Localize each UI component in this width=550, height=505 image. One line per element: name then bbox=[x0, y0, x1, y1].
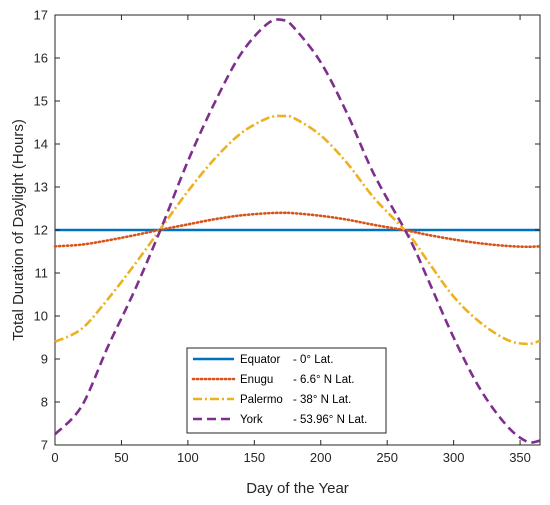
legend: Equator - 0° Lat. Enugu - 6.6° N Lat. Palerm… bbox=[186, 347, 387, 434]
legend-detail-york: - 53.96° N Lat. bbox=[293, 414, 367, 426]
series-line-palermo bbox=[54, 114, 541, 346]
y-tick-label: 12 bbox=[34, 223, 48, 238]
x-tick-label: 50 bbox=[114, 450, 128, 465]
legend-detail-enugu: - 6.6° N Lat. bbox=[293, 374, 355, 386]
y-tick-label: 17 bbox=[34, 8, 48, 23]
y-tick-label: 11 bbox=[35, 266, 49, 281]
legend-label-york: York bbox=[240, 414, 263, 426]
y-tick-label: 16 bbox=[34, 51, 48, 66]
legend-label-equator: Equator bbox=[240, 354, 280, 366]
x-tick-label: 200 bbox=[310, 450, 332, 465]
y-axis-label: Total Duration of Daylight (Hours) bbox=[10, 119, 27, 341]
x-tick-label: 150 bbox=[243, 450, 265, 465]
legend-label-enugu: Enugu bbox=[240, 374, 273, 386]
x-tick-label: 300 bbox=[443, 450, 465, 465]
x-tick-label: 100 bbox=[177, 450, 199, 465]
y-tick-label: 14 bbox=[34, 137, 48, 152]
x-tick-label: 350 bbox=[509, 450, 531, 465]
y-tick-label: 13 bbox=[34, 180, 48, 195]
legend-detail-palermo: - 38° N Lat. bbox=[293, 394, 351, 406]
legend-box bbox=[186, 347, 387, 434]
y-tick-label: 8 bbox=[41, 395, 48, 410]
axes-layer: 0 50 100 150 200 250 300 350 7 8 9 10 11 12 13 14 15 16 17 bbox=[34, 8, 540, 465]
y-tick-label: 15 bbox=[34, 94, 48, 109]
series-layer bbox=[53, 18, 542, 444]
y-tick-label: 9 bbox=[41, 352, 48, 367]
legend-detail-equator: - 0° Lat. bbox=[293, 354, 333, 366]
x-tick-label: 0 bbox=[51, 450, 58, 465]
legend-label-palermo: Palermo bbox=[240, 394, 283, 406]
x-tick-label: 250 bbox=[376, 450, 398, 465]
y-tick-label: 10 bbox=[34, 309, 48, 324]
series-line-york bbox=[54, 18, 541, 444]
series-line-enugu bbox=[53, 211, 542, 249]
x-axis-label: Day of the Year bbox=[246, 480, 349, 497]
y-tick-label: 7 bbox=[41, 438, 48, 453]
